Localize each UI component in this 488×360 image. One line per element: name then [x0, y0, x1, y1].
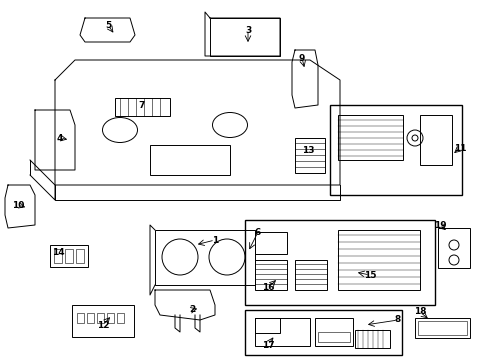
Text: 10: 10 — [12, 201, 24, 210]
Text: 12: 12 — [97, 320, 109, 329]
Bar — [115, 98, 170, 116]
Text: 4: 4 — [57, 134, 63, 143]
Text: 15: 15 — [363, 270, 375, 279]
Bar — [294, 138, 325, 173]
Bar — [244, 220, 434, 305]
Text: 17: 17 — [261, 341, 274, 350]
Text: 13: 13 — [301, 145, 314, 154]
Text: 3: 3 — [244, 26, 251, 35]
Text: 14: 14 — [52, 248, 64, 257]
Bar — [337, 230, 419, 290]
Text: 9: 9 — [298, 54, 305, 63]
Bar — [155, 230, 254, 285]
Bar — [254, 232, 286, 254]
Bar — [107, 313, 114, 323]
Text: 19: 19 — [433, 220, 446, 230]
Bar — [87, 313, 94, 323]
Bar — [294, 260, 326, 290]
Bar — [354, 330, 389, 348]
Bar — [76, 249, 84, 263]
Text: 1: 1 — [211, 235, 218, 244]
Bar — [209, 18, 280, 56]
Bar — [254, 318, 309, 346]
Text: 7: 7 — [139, 100, 145, 109]
Bar — [317, 332, 349, 342]
Text: 11: 11 — [453, 144, 465, 153]
Bar — [117, 313, 124, 323]
Text: 5: 5 — [104, 21, 111, 30]
Bar — [50, 245, 88, 267]
Bar — [65, 249, 73, 263]
Bar — [437, 228, 469, 268]
Text: 8: 8 — [394, 315, 400, 324]
Bar — [337, 115, 402, 160]
Text: 2: 2 — [188, 306, 195, 315]
Bar — [254, 260, 286, 290]
Bar — [414, 318, 469, 338]
Text: 6: 6 — [254, 228, 261, 237]
Text: 16: 16 — [261, 284, 274, 292]
Bar — [314, 318, 352, 346]
Bar — [244, 310, 401, 355]
Bar — [72, 305, 134, 337]
Bar — [254, 318, 280, 333]
Bar — [77, 313, 84, 323]
Bar — [97, 313, 104, 323]
Text: 18: 18 — [413, 307, 426, 316]
Bar — [419, 115, 451, 165]
Bar — [329, 105, 461, 195]
Bar — [150, 145, 229, 175]
Bar — [417, 321, 466, 335]
Bar — [54, 249, 62, 263]
